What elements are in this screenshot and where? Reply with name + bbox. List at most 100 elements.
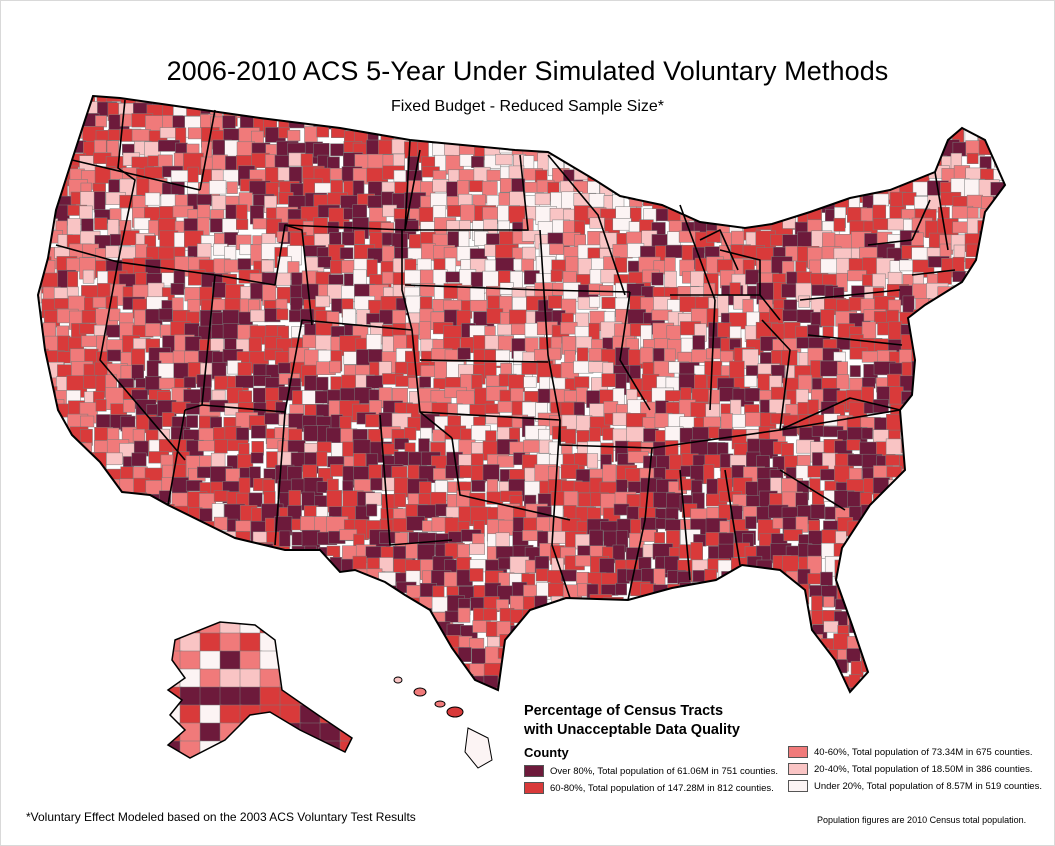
county-cell — [861, 543, 880, 557]
county-cell — [262, 96, 283, 111]
county-cell — [743, 686, 763, 692]
county-cell — [562, 634, 577, 653]
county-cell — [809, 117, 829, 130]
county-cell — [67, 560, 88, 580]
county-cell — [729, 360, 745, 379]
county-cell — [148, 581, 166, 601]
county-cell — [1007, 414, 1018, 432]
county-cell — [885, 529, 899, 548]
county-cell — [587, 621, 606, 643]
county-cell — [44, 646, 64, 664]
county-cell — [339, 573, 355, 593]
county-cell — [953, 416, 971, 436]
county-cell — [837, 96, 850, 103]
county-cell — [730, 96, 749, 109]
county-cell — [564, 142, 586, 155]
county-cell — [279, 740, 303, 758]
county-cell — [315, 295, 330, 308]
county-cell — [976, 363, 993, 377]
population-note: Population figures are 2010 Census total… — [817, 815, 1027, 825]
county-cell — [300, 100, 313, 123]
county-cell — [993, 595, 1005, 609]
county-cell — [654, 130, 676, 152]
county-cell — [564, 101, 587, 123]
county-cell — [404, 427, 417, 441]
county-cell — [342, 308, 357, 326]
county-cell — [770, 167, 793, 188]
county-cell — [499, 101, 514, 117]
county-cell — [224, 96, 243, 107]
county-cell — [187, 569, 204, 581]
county-cell — [549, 243, 564, 255]
county-cell — [913, 402, 927, 423]
county-cell — [219, 740, 243, 758]
county-cell — [954, 400, 970, 415]
county-cell — [197, 594, 218, 618]
county-cell — [132, 503, 148, 525]
county-cell — [977, 646, 993, 666]
county-cell — [179, 686, 203, 708]
county-cell — [757, 648, 779, 672]
county-cell — [160, 759, 182, 779]
county-cell — [469, 117, 485, 136]
county-cell — [357, 662, 379, 682]
county-cell — [549, 650, 563, 664]
county-cell — [94, 504, 113, 520]
county-cell — [511, 103, 525, 118]
county-cell — [575, 312, 589, 329]
county-cell — [222, 568, 241, 580]
county-cell — [395, 688, 411, 692]
county-cell — [629, 169, 642, 191]
county-cell — [211, 545, 224, 566]
county-cell — [299, 650, 323, 672]
county-cell — [888, 648, 904, 669]
county-cell — [175, 96, 191, 106]
county-cell — [368, 598, 382, 620]
county-cell — [460, 115, 479, 138]
county-cell — [105, 508, 117, 525]
county-cell — [926, 607, 948, 623]
county-cell — [625, 646, 639, 669]
county-cell — [365, 104, 382, 126]
county-cell — [978, 401, 1001, 423]
county-cell — [106, 452, 123, 466]
county-cell — [302, 685, 324, 692]
county-cell — [913, 130, 930, 145]
county-cell — [729, 650, 751, 665]
county-cell — [915, 152, 932, 165]
county-cell — [38, 248, 48, 269]
county-cell — [730, 208, 743, 221]
county-cell — [716, 169, 735, 185]
county-cell — [938, 425, 956, 442]
county-cell — [214, 584, 230, 599]
county-cell — [589, 155, 603, 173]
county-cell — [665, 244, 683, 259]
county-cell — [850, 572, 871, 587]
county-cell — [668, 647, 682, 663]
county-cell — [887, 167, 907, 183]
county-cell — [785, 169, 800, 190]
county-cell — [731, 607, 754, 630]
county-cell — [963, 101, 975, 124]
county-cell — [67, 664, 89, 685]
county-cell — [38, 413, 47, 436]
county-cell — [57, 599, 76, 620]
county-cell — [1006, 101, 1018, 117]
county-cell — [536, 116, 556, 136]
county-cell — [772, 142, 785, 160]
county-cell — [240, 759, 262, 779]
county-cell — [382, 104, 399, 120]
county-cell — [589, 296, 601, 308]
county-cell — [534, 193, 551, 206]
county-cell — [158, 308, 173, 321]
county-cell — [38, 361, 46, 379]
county-cell — [146, 612, 162, 632]
county-cell — [353, 685, 368, 692]
county-cell — [912, 532, 931, 545]
county-cell — [993, 415, 1005, 433]
county-cell — [859, 611, 875, 628]
county-cell — [383, 609, 404, 623]
county-cell — [692, 426, 711, 441]
county-cell — [457, 347, 471, 360]
county-cell — [823, 96, 841, 108]
